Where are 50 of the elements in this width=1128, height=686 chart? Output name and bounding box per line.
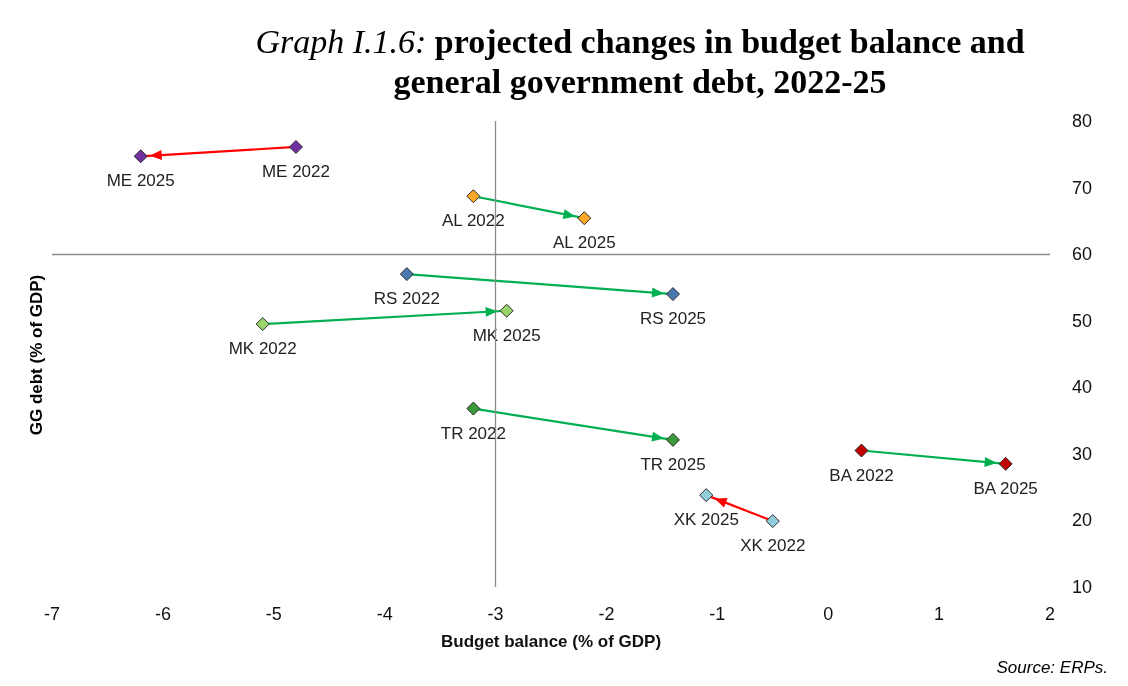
x-tick-label: -6 — [154, 604, 171, 624]
data-label: AL 2022 — [442, 211, 505, 231]
point — [288, 139, 303, 154]
point — [466, 189, 481, 204]
point — [998, 456, 1013, 471]
y-axis-title: GG debt (% of GDP) — [27, 274, 47, 436]
data-label: RS 2022 — [373, 289, 440, 309]
y-tick-label: 70 — [1072, 177, 1093, 198]
x-tick-label: -3 — [487, 604, 504, 624]
point — [699, 488, 714, 503]
data-label: XK 2022 — [740, 536, 806, 556]
y-tick-label: 50 — [1072, 310, 1093, 331]
data-label: RS 2025 — [639, 309, 707, 329]
data-label: TR 2022 — [440, 423, 506, 443]
chart-title: Graph I.1.6: projected changes in budget balance and general government debt, 2022-25 — [255, 23, 1025, 100]
data-label: ME 2025 — [106, 171, 175, 191]
point — [255, 317, 270, 332]
data-label: AL 2025 — [552, 233, 616, 253]
y-tick-label: 10 — [1072, 577, 1093, 597]
x-tick-label: 2 — [1044, 604, 1056, 624]
data-label: BA 2025 — [973, 478, 1038, 498]
data-label: MK 2022 — [228, 339, 297, 359]
data-label: ME 2022 — [261, 161, 330, 181]
x-tick-label: -1 — [709, 604, 726, 624]
data-label: XK 2025 — [673, 510, 739, 530]
x-axis-title: Budget balance (% of GDP) — [440, 632, 662, 651]
y-tick-label: 20 — [1072, 510, 1093, 531]
point — [133, 149, 148, 164]
data-label: BA 2022 — [829, 465, 894, 485]
x-tick-label: 0 — [823, 604, 834, 624]
y-tick-label: 40 — [1072, 377, 1093, 398]
y-tick-label: 60 — [1072, 244, 1093, 265]
point — [765, 514, 780, 529]
x-tick-label: -2 — [598, 604, 615, 624]
point — [499, 303, 514, 318]
y-tick-label: 30 — [1072, 443, 1093, 464]
point — [466, 401, 481, 416]
x-tick-label: -5 — [265, 604, 282, 624]
point — [577, 211, 592, 226]
data-label: TR 2025 — [640, 454, 706, 474]
y-tick-label: 80 — [1072, 111, 1093, 131]
x-tick-label: 1 — [934, 604, 945, 624]
point — [665, 287, 680, 302]
x-tick-label: -7 — [43, 604, 61, 624]
x-tick-label: -4 — [376, 604, 393, 624]
point — [399, 267, 414, 282]
source-note: Source: ERPs. — [996, 658, 1108, 678]
point — [854, 443, 869, 458]
point — [665, 432, 680, 447]
data-label: MK 2025 — [472, 325, 541, 345]
